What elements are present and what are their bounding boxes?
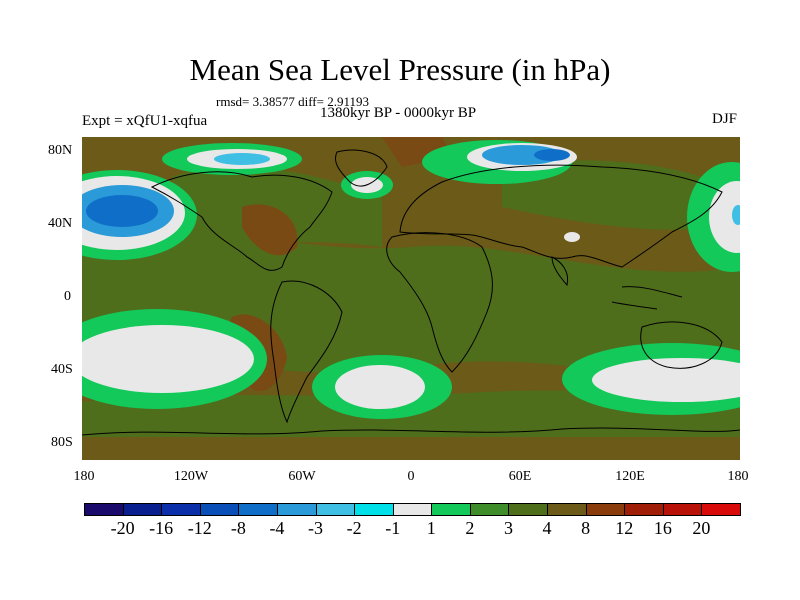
colorbar-tick-label: -12 <box>187 518 212 538</box>
lat-label: 40S <box>51 362 73 377</box>
colorbar-box <box>469 503 510 516</box>
period-text: 1380kyr BP - 0000kyr BP <box>320 105 477 121</box>
colorbar-tick-label: -1 <box>385 518 401 538</box>
colorbar-box <box>315 503 356 516</box>
colorbar-tick-label: 2 <box>465 518 475 538</box>
lat-label: 80S <box>51 435 73 450</box>
colorbar-box <box>662 503 703 516</box>
colorbar-tick-label: 20 <box>692 518 711 538</box>
colorbar-tick-label: -16 <box>149 518 174 538</box>
colorbar-box <box>392 503 433 516</box>
lon-label: 180 <box>73 469 95 484</box>
colorbar-tick-label: -8 <box>230 518 246 538</box>
colorbar-box <box>238 503 278 516</box>
colorbar-box <box>276 503 317 516</box>
lon-label: 120E <box>615 469 645 484</box>
colorbar-tick-label: -20 <box>110 518 135 538</box>
colorbar-box <box>354 503 394 516</box>
colorbar-tick-label: 4 <box>542 518 552 538</box>
lon-label: 0 <box>407 469 415 484</box>
colorbar-tick-label: -4 <box>269 518 285 538</box>
colorbar-tick-label: 1 <box>426 518 436 538</box>
colorbar <box>84 503 741 516</box>
colorbar-box <box>624 503 664 516</box>
pressure-field <box>82 137 740 460</box>
stats-text: rmsd= 3.38577 diff= 2.91193 <box>216 94 369 109</box>
season-label: DJF <box>712 111 738 127</box>
lon-label: 120W <box>173 469 209 484</box>
colorbar-box <box>122 503 163 516</box>
experiment-label: Expt = xQfU1-xqfua <box>82 113 208 129</box>
lon-label: 60W <box>288 469 316 484</box>
colorbar-box <box>585 503 626 516</box>
lat-label: 0 <box>64 289 71 304</box>
colorbar-box <box>508 503 549 516</box>
colorbar-tick-label: 16 <box>653 518 672 538</box>
colorbar-tick-label: -3 <box>308 518 324 538</box>
colorbar-tick-label: 12 <box>615 518 634 538</box>
map-plot-area <box>82 137 740 460</box>
colorbar-box <box>199 503 240 516</box>
colorbar-tick-label: 8 <box>581 518 591 538</box>
lat-label: 80N <box>48 143 73 158</box>
coastlines <box>82 149 740 436</box>
lon-label: 60E <box>508 469 532 484</box>
colorbar-box <box>161 503 201 516</box>
colorbar-tick-label: -2 <box>346 518 362 538</box>
blue-contour-regions <box>82 145 740 237</box>
colorbar-tick-label: 3 <box>503 518 513 538</box>
lon-label: 180 <box>727 469 749 484</box>
lat-label: 40N <box>48 216 73 231</box>
colorbar-box <box>547 503 587 516</box>
colorbar-box <box>84 503 124 516</box>
colorbar-box <box>431 503 471 516</box>
map-title: Mean Sea Level Pressure (in hPa) <box>189 52 611 87</box>
colorbar-box <box>701 503 741 516</box>
